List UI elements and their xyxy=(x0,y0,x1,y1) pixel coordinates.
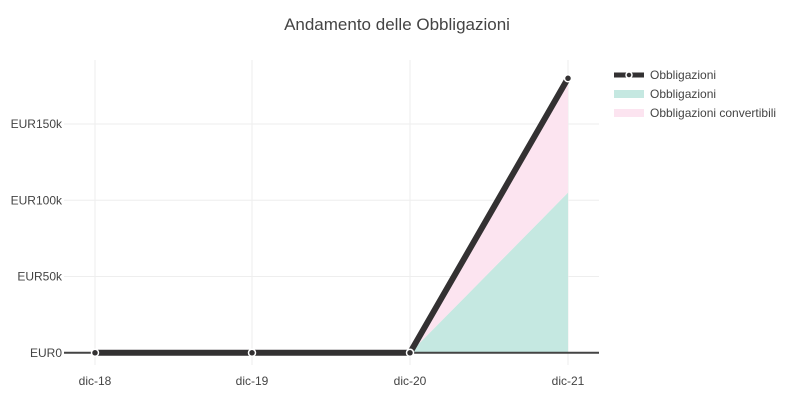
series-point xyxy=(90,348,100,358)
series-point xyxy=(247,348,257,358)
legend-swatch-marker xyxy=(625,71,633,79)
chart-title: Andamento delle Obbligazioni xyxy=(284,15,510,34)
line-layer xyxy=(90,74,573,358)
legend-label: Obbligazioni xyxy=(650,68,716,82)
y-tick-label: EUR100k xyxy=(11,193,63,207)
x-tick-label: dic-19 xyxy=(236,374,269,388)
y-tick-label: EUR0 xyxy=(30,346,62,360)
y-tick-label: EUR50k xyxy=(17,270,63,284)
legend-label: Obbligazioni xyxy=(650,87,716,101)
y-tick-label: EUR150k xyxy=(11,117,63,131)
legend: Obbligazioni Obbligazioni Obbligazioni con… xyxy=(614,68,776,120)
series-point xyxy=(405,348,415,358)
series-point xyxy=(563,74,573,83)
area-series-1 xyxy=(95,192,568,353)
x-tick-label: dic-18 xyxy=(79,374,112,388)
legend-label: Obbligazioni convertibili xyxy=(650,106,776,120)
x-tick-label: dic-20 xyxy=(394,374,427,388)
legend-swatch-area xyxy=(614,90,644,98)
area-layer xyxy=(95,78,568,353)
x-tick-label: dic-21 xyxy=(552,374,585,388)
axis-layer: dic-18 dic-19 dic-20 dic-21 EUR0 EUR50k EUR100… xyxy=(11,117,585,388)
series-line xyxy=(92,75,571,356)
legend-swatch-area xyxy=(614,109,644,117)
